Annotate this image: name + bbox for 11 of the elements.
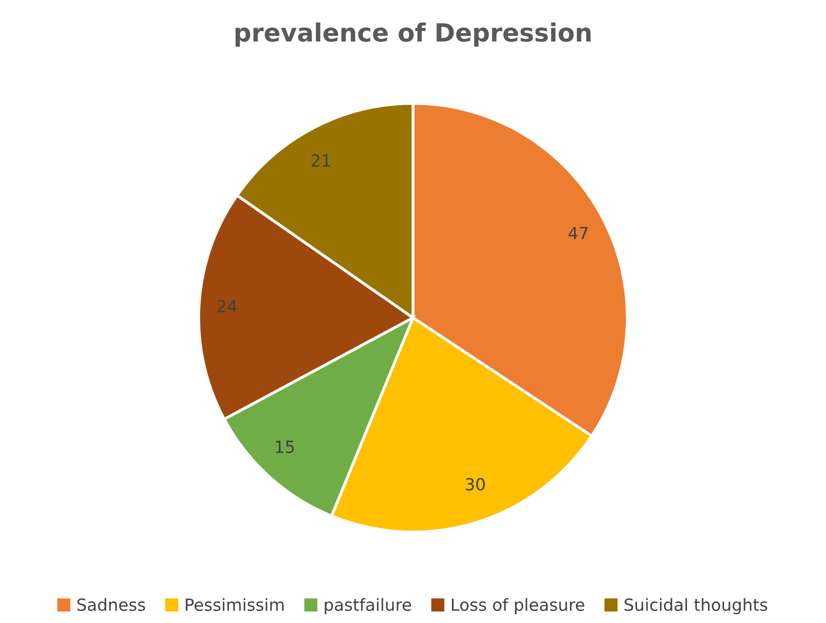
data-label: 21 <box>312 154 330 167</box>
legend-label: Pessimissim <box>186 598 284 611</box>
legend-label: Sadness <box>77 598 146 611</box>
legend-label: Loss of pleasure <box>452 598 584 614</box>
chart-title: prevalence of Depression <box>236 22 591 47</box>
data-label: 30 <box>466 478 485 491</box>
data-label: 47 <box>568 227 588 240</box>
legend-label: pastfailure <box>324 598 412 614</box>
data-label: 24 <box>218 300 237 312</box>
legend-label: Suicidal thoughts <box>624 598 768 614</box>
data-label: 15 <box>276 440 294 454</box>
